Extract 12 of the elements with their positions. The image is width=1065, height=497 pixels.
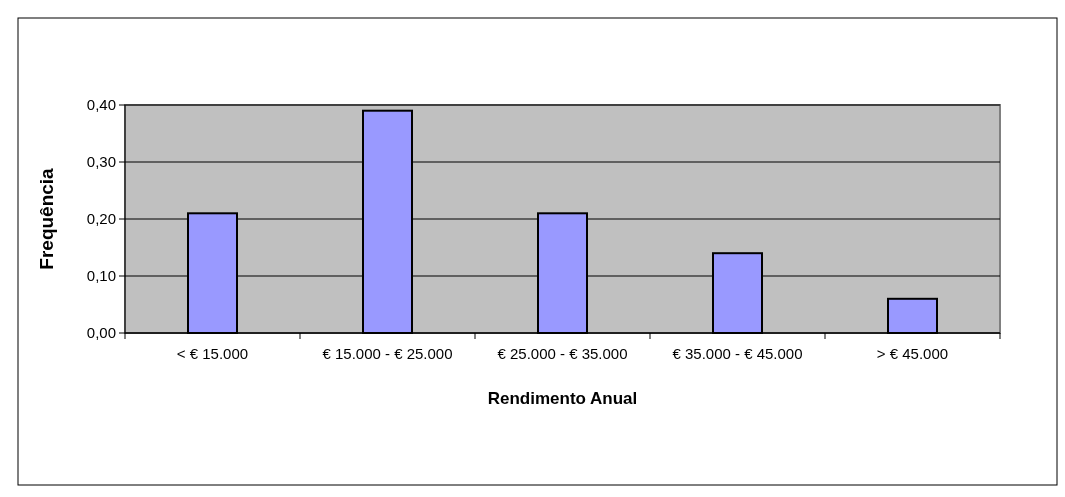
x-tick-label: > € 45.000: [876, 345, 949, 362]
y-tick-label: 0,00: [86, 324, 116, 342]
x-axis-title: Rendimento Anual: [487, 389, 638, 408]
y-tick-label: 0,40: [86, 96, 116, 114]
y-tick-label: 0,10: [86, 267, 116, 285]
y-tick-label: 0,30: [86, 153, 116, 171]
x-tick-label: € 15.000 - € 25.000: [322, 345, 453, 362]
x-tick-label: € 35.000 - € 45.000: [672, 345, 803, 362]
x-tick-label: € 25.000 - € 35.000: [497, 345, 628, 362]
y-tick-label: 0,20: [86, 210, 116, 228]
y-axis-title: Frequência: [36, 167, 57, 270]
x-tick-label: < € 15.000: [176, 345, 249, 362]
